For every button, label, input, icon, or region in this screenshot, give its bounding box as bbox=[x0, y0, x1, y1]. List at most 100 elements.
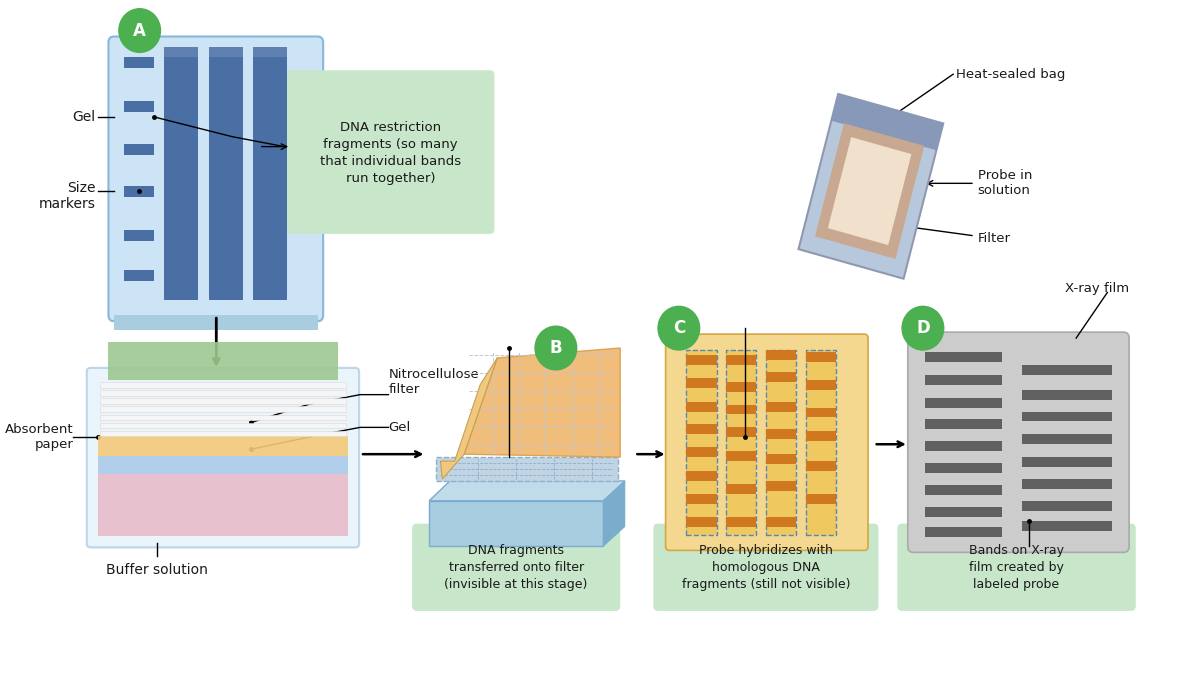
Bar bbox=[686, 378, 716, 388]
FancyBboxPatch shape bbox=[907, 332, 1129, 552]
Bar bbox=[925, 419, 1002, 429]
Bar bbox=[766, 454, 796, 464]
Bar bbox=[805, 380, 836, 390]
Bar bbox=[100, 398, 346, 404]
Bar bbox=[124, 144, 154, 155]
Bar bbox=[766, 517, 796, 526]
Text: Nitrocellulose
filter: Nitrocellulose filter bbox=[389, 368, 479, 395]
Bar bbox=[1022, 434, 1112, 444]
Bar bbox=[686, 424, 716, 434]
FancyBboxPatch shape bbox=[666, 334, 868, 550]
Bar bbox=[925, 352, 1002, 362]
Polygon shape bbox=[464, 348, 620, 457]
Bar bbox=[766, 481, 796, 491]
Bar bbox=[726, 452, 756, 461]
Bar bbox=[925, 463, 1002, 473]
Bar bbox=[925, 441, 1002, 452]
Bar bbox=[805, 461, 836, 471]
Polygon shape bbox=[114, 315, 318, 330]
Bar bbox=[124, 270, 154, 281]
Polygon shape bbox=[430, 500, 604, 547]
Text: DNA fragments
transferred onto filter
(invisible at this stage): DNA fragments transferred onto filter (i… bbox=[444, 544, 588, 591]
Bar bbox=[925, 485, 1002, 495]
Text: Probe in
solution: Probe in solution bbox=[978, 169, 1032, 197]
Text: C: C bbox=[673, 319, 685, 337]
Bar bbox=[686, 471, 716, 481]
Text: Absorbent
paper: Absorbent paper bbox=[5, 424, 73, 452]
Bar bbox=[686, 517, 716, 526]
Bar bbox=[164, 48, 198, 57]
Bar bbox=[100, 414, 346, 420]
Bar bbox=[925, 374, 1002, 385]
Bar bbox=[164, 48, 198, 300]
FancyBboxPatch shape bbox=[412, 524, 620, 611]
Bar bbox=[766, 350, 796, 535]
Bar bbox=[124, 102, 154, 113]
Circle shape bbox=[119, 8, 161, 52]
Bar bbox=[98, 436, 348, 456]
Bar bbox=[1022, 412, 1112, 421]
Bar bbox=[726, 355, 756, 365]
Polygon shape bbox=[430, 481, 625, 500]
Bar bbox=[1022, 457, 1112, 467]
Bar bbox=[726, 350, 756, 535]
Text: D: D bbox=[916, 319, 930, 337]
Bar bbox=[98, 456, 348, 474]
Bar bbox=[124, 57, 154, 68]
Bar bbox=[805, 407, 836, 417]
Circle shape bbox=[658, 307, 700, 350]
Bar bbox=[805, 352, 836, 362]
Text: X-ray film: X-ray film bbox=[1064, 282, 1129, 295]
Text: DNA restriction
fragments (so many
that individual bands
run together): DNA restriction fragments (so many that … bbox=[319, 120, 461, 185]
Text: Bands on X-ray
film created by
labeled probe: Bands on X-ray film created by labeled p… bbox=[970, 544, 1064, 591]
Bar bbox=[925, 398, 1002, 407]
Text: Heat-sealed bag: Heat-sealed bag bbox=[956, 68, 1066, 80]
Bar bbox=[686, 350, 716, 535]
Bar bbox=[925, 507, 1002, 517]
Bar bbox=[686, 494, 716, 504]
Bar bbox=[1022, 500, 1112, 511]
FancyBboxPatch shape bbox=[898, 524, 1135, 611]
Bar bbox=[805, 494, 836, 504]
Text: Gel: Gel bbox=[389, 421, 410, 434]
Bar bbox=[98, 474, 348, 536]
Text: Size
markers: Size markers bbox=[38, 181, 95, 211]
FancyBboxPatch shape bbox=[108, 36, 323, 321]
Bar bbox=[209, 48, 242, 57]
Bar bbox=[726, 405, 756, 414]
Text: B: B bbox=[550, 339, 562, 357]
Polygon shape bbox=[440, 358, 497, 479]
Bar bbox=[726, 428, 756, 438]
Polygon shape bbox=[828, 137, 912, 245]
Bar bbox=[925, 526, 1002, 536]
Bar bbox=[726, 382, 756, 392]
Bar bbox=[1022, 390, 1112, 400]
Bar bbox=[766, 402, 796, 412]
Bar bbox=[209, 48, 242, 300]
Polygon shape bbox=[798, 94, 943, 279]
Circle shape bbox=[535, 326, 577, 370]
Bar bbox=[805, 350, 836, 535]
Bar bbox=[686, 355, 716, 365]
Text: Gel: Gel bbox=[72, 110, 95, 124]
Bar bbox=[726, 484, 756, 494]
Bar bbox=[1022, 521, 1112, 531]
Circle shape bbox=[902, 307, 943, 350]
Bar bbox=[1022, 365, 1112, 374]
Bar bbox=[1022, 479, 1112, 489]
Bar bbox=[726, 517, 756, 526]
FancyBboxPatch shape bbox=[653, 524, 878, 611]
Text: A: A bbox=[133, 22, 146, 40]
Bar bbox=[253, 48, 287, 300]
Text: Probe hybridizes with
homologous DNA
fragments (still not visible): Probe hybridizes with homologous DNA fra… bbox=[682, 544, 850, 591]
Bar bbox=[766, 350, 796, 360]
Polygon shape bbox=[815, 123, 924, 259]
Bar bbox=[766, 372, 796, 382]
Bar bbox=[805, 431, 836, 441]
Bar bbox=[686, 402, 716, 412]
Bar bbox=[100, 390, 346, 395]
FancyBboxPatch shape bbox=[287, 70, 494, 234]
Bar bbox=[100, 382, 346, 388]
Bar bbox=[124, 186, 154, 197]
Bar bbox=[100, 431, 346, 436]
